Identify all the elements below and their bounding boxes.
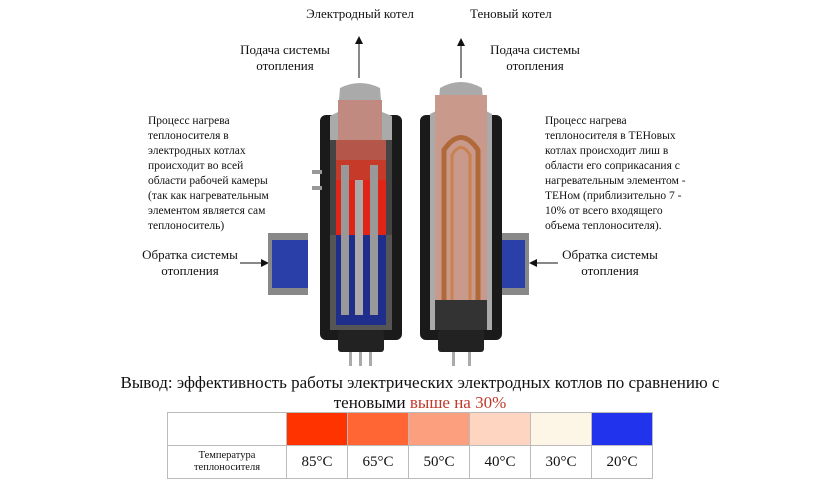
supply-label-right: Подача системы отопления [490, 42, 580, 73]
ten-description: Процесс нагрева теплоносителя в ТЕНовых … [545, 115, 686, 232]
ten-boiler [420, 82, 529, 366]
temperature-row: Температура теплоносителя 85°C 65°C 50°C… [167, 445, 653, 479]
empty-cell [167, 412, 287, 446]
temp-cell: 20°C [591, 445, 653, 479]
temp-cell: 40°C [469, 445, 531, 479]
conclusion: Вывод: эффективность работы электрически… [100, 373, 740, 413]
ten-boiler-title: Теновый котел [470, 6, 552, 21]
color-swatch [347, 412, 409, 446]
electrode-boiler [268, 83, 402, 366]
temp-cell: 85°C [286, 445, 348, 479]
color-swatch [286, 412, 348, 446]
supply-label-left: Подача системы отопления [240, 42, 330, 73]
color-row [167, 412, 653, 446]
row-label: Температура теплоносителя [167, 445, 287, 479]
color-swatch [530, 412, 592, 446]
return-label-right: Обратка системы отопления [562, 247, 658, 278]
electrode-boiler-title: Электродный котел [306, 6, 414, 21]
color-swatch [469, 412, 531, 446]
color-swatch [591, 412, 653, 446]
temp-cell: 65°C [347, 445, 409, 479]
electrode-description: Процесс нагрева теплоносителя в электрод… [148, 115, 269, 232]
color-swatch [408, 412, 470, 446]
temperature-legend: Температура теплоносителя 85°C 65°C 50°C… [167, 412, 653, 479]
conclusion-highlight: выше на 30% [409, 393, 507, 412]
temp-cell: 50°C [408, 445, 470, 479]
temp-cell: 30°C [530, 445, 592, 479]
return-label-left: Обратка системы отопления [142, 247, 238, 278]
conclusion-text: Вывод: эффективность работы электрически… [120, 373, 720, 412]
